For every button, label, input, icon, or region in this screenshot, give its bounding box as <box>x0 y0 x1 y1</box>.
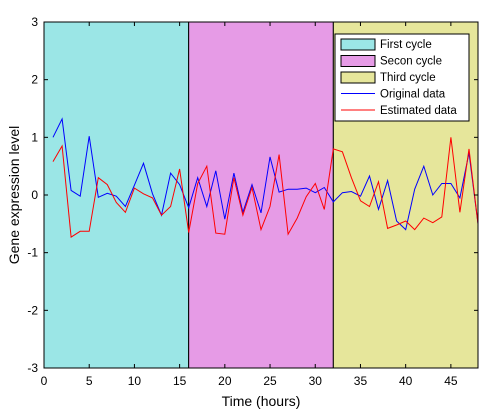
x-axis-label: Time (hours) <box>222 393 301 409</box>
x-tick-label: 10 <box>128 374 142 388</box>
y-tick-label: 2 <box>31 73 38 87</box>
series-line-2 <box>52 137 479 238</box>
x-tick-label: 40 <box>399 374 413 388</box>
x-tick-label: 35 <box>354 374 368 388</box>
legend-label: Secon cycle <box>380 56 442 68</box>
legend-label: First cycle <box>380 39 432 51</box>
legend: First cycle Secon cycle Third cycle Origina… <box>334 33 470 122</box>
x-tick-label: 20 <box>218 374 232 388</box>
legend-label: Third cycle <box>380 72 436 84</box>
legend-swatch <box>340 38 376 51</box>
y-tick-label: -1 <box>27 246 38 260</box>
y-tick-label: 0 <box>31 188 38 202</box>
x-tick-label: 25 <box>263 374 277 388</box>
axes: 0 5 10 15 20 25 30 35 40 45 -3 -2 -1 0 1 2 3 <box>27 15 479 388</box>
x-tick-label: 45 <box>444 374 458 388</box>
legend-swatch <box>340 71 376 84</box>
y-tick-label: -2 <box>27 303 38 317</box>
legend-label: Original data <box>380 89 446 101</box>
region-1 <box>43 21 190 369</box>
series-lines <box>52 117 479 238</box>
y-tick-label: 3 <box>31 15 38 29</box>
y-tick-label: 1 <box>31 130 38 144</box>
x-tick-label: 15 <box>173 374 187 388</box>
x-tick-label: 5 <box>86 374 93 388</box>
legend-label: Estimated data <box>380 105 457 117</box>
y-axis-label: Gene expression level <box>6 126 22 265</box>
region-2 <box>188 21 334 369</box>
x-tick-label: 30 <box>309 374 323 388</box>
y-tick-label: -3 <box>27 361 38 375</box>
legend-swatch <box>340 55 376 67</box>
x-tick-label: 0 <box>41 374 48 388</box>
